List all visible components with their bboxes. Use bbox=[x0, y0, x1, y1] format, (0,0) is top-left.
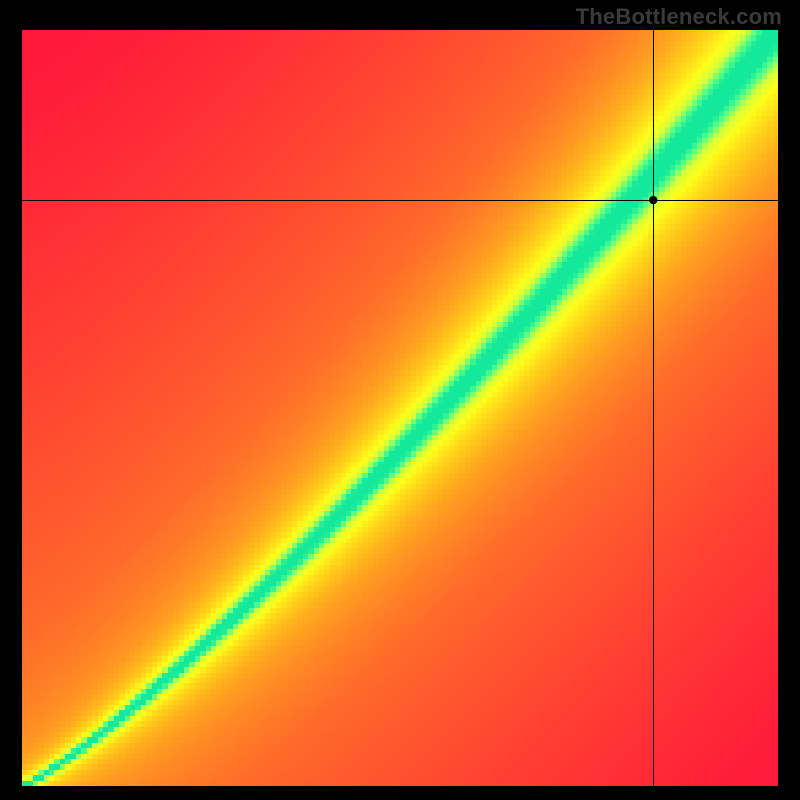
heatmap-plot bbox=[22, 30, 778, 786]
watermark-text: TheBottleneck.com bbox=[576, 4, 782, 30]
heatmap-canvas bbox=[22, 30, 778, 786]
chart-container: TheBottleneck.com bbox=[0, 0, 800, 800]
